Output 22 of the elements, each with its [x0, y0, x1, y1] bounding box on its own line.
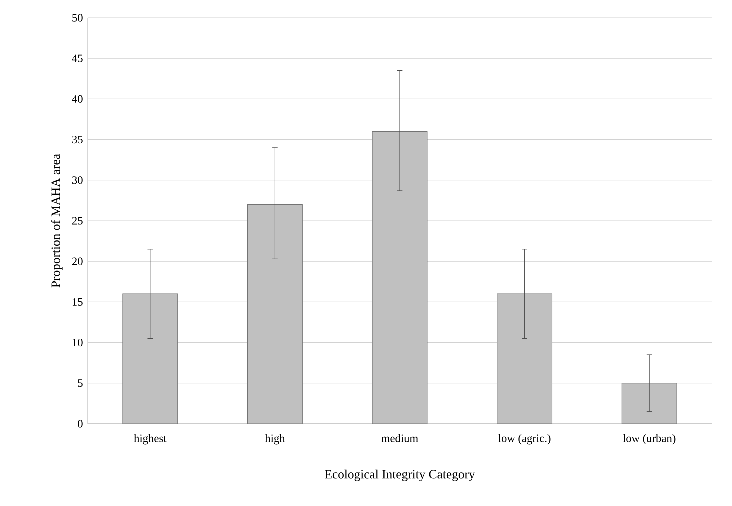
bar [247, 204, 303, 424]
y-tick-label: 40 [72, 95, 83, 104]
x-tick-label: medium [382, 434, 418, 442]
y-tick-label: 15 [72, 298, 83, 306]
y-tick-label: 35 [72, 136, 83, 144]
x-tick-label: high [265, 434, 286, 445]
y-axis-title: Proportion of MAHA area [51, 154, 63, 288]
y-tick-label: 25 [72, 217, 83, 225]
x-tick-label: low (urban) [623, 434, 676, 445]
x-tick-label: highest [134, 434, 167, 445]
y-tick-label: 0 [78, 420, 83, 428]
y-tick-label: 20 [72, 258, 83, 266]
bar [497, 294, 553, 424]
y-tick-label: 30 [72, 176, 83, 184]
x-tick-label: low (agric.) [498, 434, 551, 445]
y-tick-label: 5 [78, 380, 83, 388]
y-tick-label: 10 [72, 338, 83, 347]
bar [122, 294, 178, 424]
x-axis-title: Ecological Integrity Category [325, 470, 476, 482]
y-tick-label: 50 [72, 14, 83, 22]
bar [372, 131, 428, 424]
y-tick-label: 45 [72, 54, 83, 62]
